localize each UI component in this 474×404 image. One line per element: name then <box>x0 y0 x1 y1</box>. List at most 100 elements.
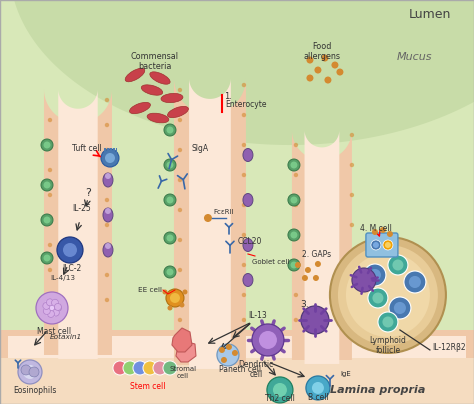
Circle shape <box>18 360 42 384</box>
Circle shape <box>41 214 53 226</box>
Text: FcεRII: FcεRII <box>213 209 234 215</box>
Ellipse shape <box>243 149 253 162</box>
Circle shape <box>392 259 403 271</box>
Text: IL-25: IL-25 <box>72 204 91 213</box>
Text: Enterocyte: Enterocyte <box>225 99 266 109</box>
Circle shape <box>29 367 39 377</box>
Ellipse shape <box>147 113 169 123</box>
Circle shape <box>380 227 386 233</box>
Circle shape <box>368 288 388 308</box>
Circle shape <box>105 173 109 177</box>
Circle shape <box>373 292 383 303</box>
Circle shape <box>291 261 298 269</box>
Circle shape <box>21 365 31 375</box>
Text: Eotaxin1: Eotaxin1 <box>50 334 82 340</box>
Text: Mast cell: Mast cell <box>37 327 71 336</box>
Text: 4. M cell: 4. M cell <box>360 224 392 233</box>
Circle shape <box>163 361 177 375</box>
Circle shape <box>331 61 338 69</box>
Circle shape <box>41 139 53 151</box>
Circle shape <box>164 124 176 136</box>
Circle shape <box>55 303 62 310</box>
Text: Food
allergens: Food allergens <box>303 42 340 61</box>
Circle shape <box>167 305 173 311</box>
Circle shape <box>41 179 53 191</box>
Circle shape <box>44 255 51 261</box>
Circle shape <box>378 312 398 332</box>
Circle shape <box>314 67 321 74</box>
Circle shape <box>48 218 52 222</box>
Circle shape <box>373 242 379 248</box>
Circle shape <box>219 347 225 353</box>
Circle shape <box>166 196 173 204</box>
Text: Paneth cell: Paneth cell <box>219 365 261 374</box>
Circle shape <box>294 233 298 237</box>
Polygon shape <box>174 78 246 365</box>
Circle shape <box>105 153 115 163</box>
Circle shape <box>52 309 59 316</box>
Circle shape <box>315 261 321 267</box>
Polygon shape <box>10 0 474 145</box>
Text: ?: ? <box>85 188 91 198</box>
Text: ILC-2: ILC-2 <box>63 264 82 273</box>
Circle shape <box>166 269 173 276</box>
Ellipse shape <box>161 93 183 103</box>
Circle shape <box>232 350 238 356</box>
Circle shape <box>143 361 157 375</box>
Ellipse shape <box>103 208 113 222</box>
Circle shape <box>301 306 329 334</box>
Ellipse shape <box>167 106 188 118</box>
Circle shape <box>288 159 300 171</box>
Circle shape <box>133 361 147 375</box>
Circle shape <box>252 324 284 356</box>
Circle shape <box>242 263 246 267</box>
Circle shape <box>226 344 232 350</box>
Circle shape <box>123 361 137 375</box>
Text: Commensal
bacteria: Commensal bacteria <box>131 52 179 72</box>
Circle shape <box>242 173 246 177</box>
Circle shape <box>302 275 308 281</box>
Circle shape <box>388 255 408 275</box>
Circle shape <box>313 275 319 281</box>
Circle shape <box>242 143 246 147</box>
Circle shape <box>55 305 62 311</box>
Circle shape <box>294 173 298 177</box>
Circle shape <box>105 198 109 202</box>
Circle shape <box>350 223 354 227</box>
Circle shape <box>105 223 109 227</box>
Circle shape <box>291 231 298 238</box>
Circle shape <box>48 243 52 247</box>
Text: Dendritic
cell: Dendritic cell <box>238 360 273 379</box>
Text: Lumen: Lumen <box>409 8 451 21</box>
Circle shape <box>105 298 109 302</box>
Circle shape <box>305 267 311 273</box>
Circle shape <box>404 271 426 293</box>
Ellipse shape <box>129 102 150 114</box>
Circle shape <box>48 193 52 197</box>
Circle shape <box>44 181 51 189</box>
Circle shape <box>350 253 354 257</box>
Circle shape <box>383 240 393 250</box>
Text: Lamina propria: Lamina propria <box>330 385 426 395</box>
Text: Th2 cell: Th2 cell <box>265 394 295 403</box>
Circle shape <box>178 268 182 272</box>
Circle shape <box>295 262 301 268</box>
Circle shape <box>113 361 127 375</box>
Circle shape <box>170 293 180 303</box>
Circle shape <box>166 234 173 242</box>
Circle shape <box>385 242 391 248</box>
Circle shape <box>182 290 187 295</box>
Circle shape <box>306 376 330 400</box>
Circle shape <box>166 126 173 133</box>
Text: Lymphoid
follicle: Lymphoid follicle <box>369 336 406 356</box>
Circle shape <box>350 278 354 282</box>
Circle shape <box>48 118 52 122</box>
Polygon shape <box>304 130 339 364</box>
Circle shape <box>105 243 111 249</box>
Ellipse shape <box>141 85 163 95</box>
Circle shape <box>389 297 411 319</box>
Circle shape <box>371 240 381 250</box>
Circle shape <box>43 307 50 314</box>
Circle shape <box>164 232 176 244</box>
Ellipse shape <box>243 238 253 251</box>
